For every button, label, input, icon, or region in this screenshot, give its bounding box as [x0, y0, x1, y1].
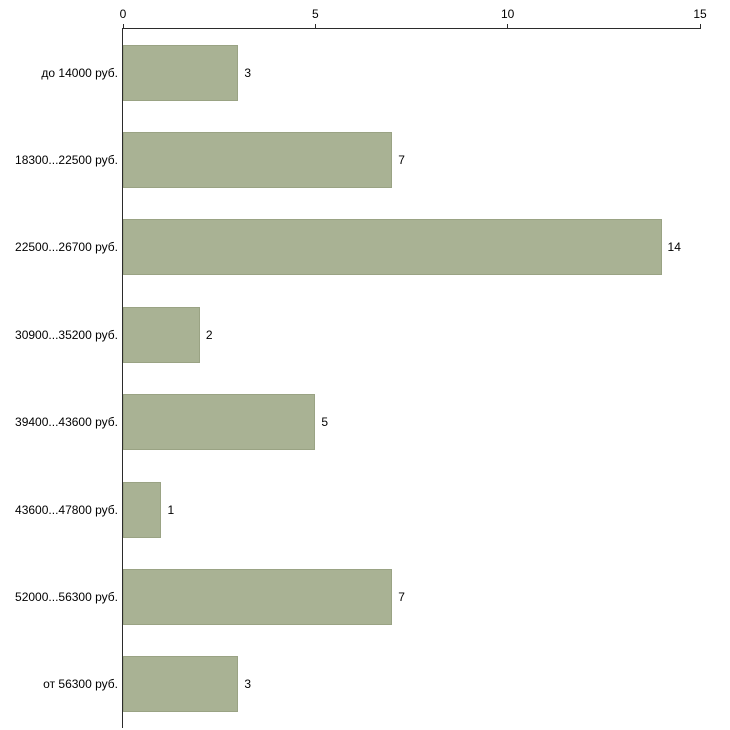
bar-wrap: 1 [123, 466, 700, 553]
category-label: 39400...43600 руб. [15, 415, 118, 430]
bar [123, 219, 662, 276]
category-label: 30900...35200 руб. [15, 327, 118, 342]
bar-wrap: 3 [123, 641, 700, 728]
bar [123, 568, 393, 625]
x-tick-mark [122, 24, 124, 29]
x-tick-label: 0 [119, 7, 127, 21]
category-label: 52000...56300 руб. [15, 589, 118, 604]
category-label: 43600...47800 руб. [15, 502, 118, 517]
x-tick-label: 5 [311, 7, 319, 21]
bar-row: 39400...43600 руб. 5 [15, 379, 700, 466]
bar-wrap: 5 [123, 379, 700, 466]
bar-row: 22500...26700 руб. 14 [15, 204, 700, 291]
value-label: 1 [167, 502, 175, 517]
value-label: 3 [244, 677, 252, 692]
value-label: 2 [205, 327, 213, 342]
bar-wrap: 14 [123, 204, 700, 291]
value-label: 3 [244, 65, 252, 80]
x-tick-label: 10 [500, 7, 515, 21]
x-tick-mark [507, 24, 509, 29]
bar-row: до 14000 руб. 3 [41, 29, 700, 116]
bar-wrap: 3 [123, 29, 700, 116]
bar-wrap: 7 [123, 116, 700, 203]
bar-row: 43600...47800 руб. 1 [15, 466, 700, 553]
x-tick-mark [699, 24, 701, 29]
bar-row: 18300...22500 руб. 7 [15, 116, 700, 203]
plot-area: 0 5 10 15 до 14000 руб. 3 18300...22500 руб. 7… [15, 7, 707, 728]
bar [123, 394, 316, 451]
value-label: 14 [667, 240, 681, 255]
chart-rows: до 14000 руб. 3 18300...22500 руб. 7 22500..… [15, 29, 700, 728]
bar-wrap: 2 [123, 291, 700, 378]
x-tick-mark [314, 24, 316, 29]
category-label: 22500...26700 руб. [15, 240, 118, 255]
bar [123, 132, 393, 189]
value-label: 7 [398, 589, 405, 604]
value-label: 7 [398, 153, 405, 168]
bar [123, 656, 239, 713]
bar-wrap: 7 [123, 553, 700, 640]
category-label: до 14000 руб. [41, 65, 118, 80]
category-label: 18300...22500 руб. [15, 153, 118, 168]
bar-row: от 56300 руб. 3 [43, 641, 700, 728]
value-label: 5 [321, 415, 329, 430]
x-tick-label: 15 [693, 7, 707, 21]
bar [123, 306, 200, 363]
bar [123, 44, 239, 101]
bar-row: 30900...35200 руб. 2 [15, 291, 700, 378]
bar [123, 481, 162, 538]
category-label: от 56300 руб. [43, 677, 118, 692]
bar-row: 52000...56300 руб. 7 [15, 553, 700, 640]
